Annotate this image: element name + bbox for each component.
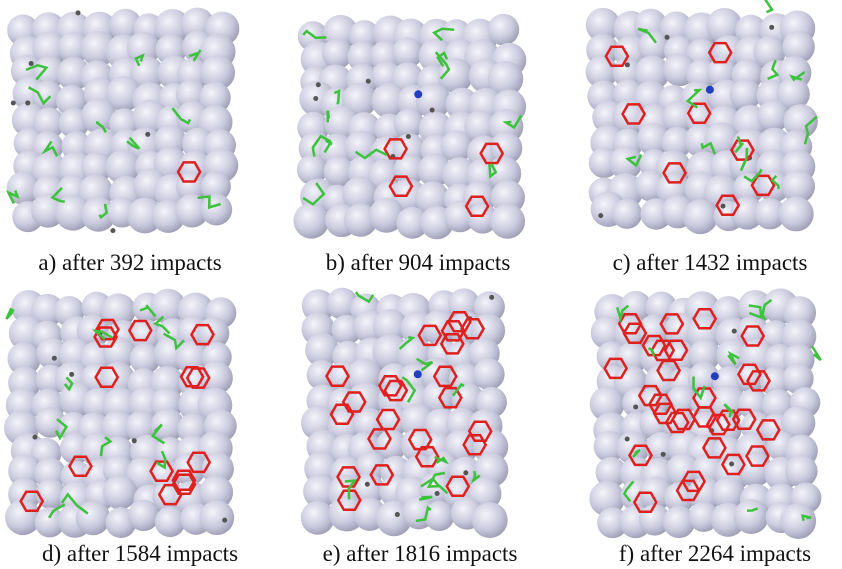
atom xyxy=(463,470,468,475)
sphere xyxy=(472,502,508,538)
sphere xyxy=(730,79,761,110)
atom xyxy=(625,437,630,442)
atom xyxy=(69,372,74,377)
atom xyxy=(222,518,227,523)
sphere xyxy=(490,204,525,239)
snapshot: f) after 2264 impacts xyxy=(589,288,821,566)
atom xyxy=(598,213,603,218)
atom xyxy=(729,461,734,466)
chain xyxy=(758,0,772,12)
atom xyxy=(365,482,370,487)
sphere xyxy=(199,500,234,535)
panels: a) after 392 impacts b) after 904 impacts… xyxy=(4,0,821,566)
sphere xyxy=(103,475,137,509)
caption: b) after 904 impacts xyxy=(326,250,511,275)
atom xyxy=(395,512,400,517)
defect xyxy=(414,90,422,98)
atom xyxy=(132,438,137,443)
atom xyxy=(32,435,37,440)
snapshot: b) after 904 impacts xyxy=(293,14,526,275)
sphere xyxy=(424,501,454,531)
chain xyxy=(6,308,13,319)
snapshot: a) after 392 impacts xyxy=(7,7,240,275)
sphere xyxy=(201,194,233,226)
snapshot: c) after 1432 impacts xyxy=(586,0,818,275)
snapshot: d) after 1584 impacts xyxy=(4,289,238,566)
atom xyxy=(769,25,774,30)
figure: a) after 392 impacts b) after 904 impacts… xyxy=(0,0,842,569)
sphere xyxy=(785,455,818,488)
caption: c) after 1432 impacts xyxy=(613,250,808,275)
caption: e) after 1816 impacts xyxy=(323,541,518,566)
atom xyxy=(316,82,321,87)
atom xyxy=(11,100,16,105)
atom xyxy=(406,134,411,139)
caption: f) after 2264 impacts xyxy=(619,541,811,566)
atom xyxy=(313,96,318,101)
sphere xyxy=(293,203,329,239)
defect xyxy=(414,370,422,378)
atom xyxy=(25,100,30,105)
atom xyxy=(76,10,81,15)
chain xyxy=(327,111,329,123)
atom xyxy=(29,61,34,66)
atom xyxy=(732,329,737,334)
atom xyxy=(145,132,150,137)
snapshot: e) after 1816 impacts xyxy=(301,288,518,566)
atom xyxy=(661,452,666,457)
caption: d) after 1584 impacts xyxy=(42,541,238,566)
caption: a) after 392 impacts xyxy=(38,250,221,275)
atom xyxy=(665,35,670,40)
atom xyxy=(721,204,726,209)
sphere xyxy=(612,199,642,229)
sphere xyxy=(779,196,814,231)
atom xyxy=(366,79,371,84)
defect xyxy=(711,372,719,380)
sphere xyxy=(76,501,111,536)
atom xyxy=(430,108,435,113)
atom xyxy=(52,356,57,361)
atom xyxy=(110,228,115,233)
sphere xyxy=(780,503,816,539)
atom xyxy=(435,491,440,496)
sphere xyxy=(734,499,769,534)
sphere xyxy=(473,358,505,390)
sphere xyxy=(488,14,520,46)
sphere xyxy=(683,199,718,234)
atom xyxy=(625,62,630,67)
sphere xyxy=(128,500,159,531)
atom xyxy=(489,295,494,300)
atom xyxy=(633,404,638,409)
defect xyxy=(706,86,714,94)
